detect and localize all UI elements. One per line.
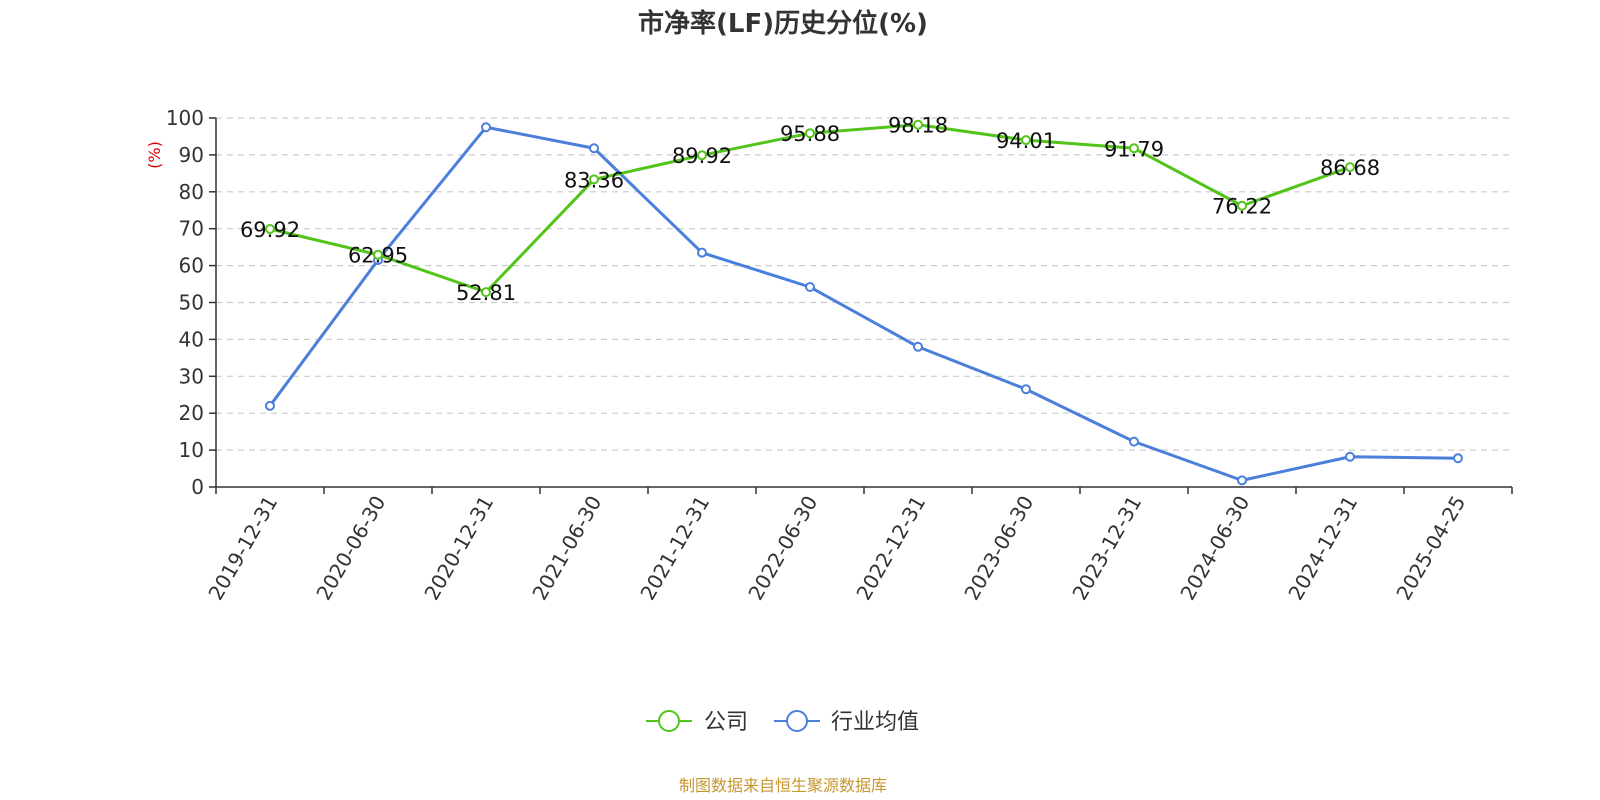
x-tick-label: 2020-06-30	[311, 492, 390, 605]
series-point-1[interactable]	[1345, 451, 1355, 462]
y-axis-unit: (%)	[145, 141, 164, 169]
series-point-0[interactable]	[913, 119, 923, 130]
data-label: 94.01	[996, 129, 1056, 153]
legend-label[interactable]: 公司	[704, 710, 748, 735]
y-tick-label: 10	[179, 438, 204, 462]
series-lines	[265, 119, 1463, 486]
y-tick-label: 80	[179, 180, 204, 204]
series-point-0[interactable]	[697, 150, 707, 161]
legend-label[interactable]: 行业均值	[831, 710, 919, 735]
data-label: 52.81	[456, 281, 516, 305]
x-tick-label: 2024-06-30	[1175, 492, 1254, 605]
data-label: 83.36	[564, 168, 624, 192]
series-point-0[interactable]	[1021, 135, 1031, 146]
legend-swatch-marker[interactable]	[786, 710, 808, 732]
y-tick-label: 100	[166, 106, 204, 130]
series-point-1[interactable]	[1453, 453, 1463, 464]
source-note: 制图数据来自恒生聚源数据库	[679, 776, 887, 795]
x-tick-label: 2020-12-31	[419, 492, 498, 605]
x-tick-label: 2022-06-30	[743, 492, 822, 605]
data-label: 95.88	[780, 122, 840, 146]
series-point-0[interactable]	[589, 174, 599, 185]
chart-title: 市净率(LF)历史分位(%)	[638, 8, 928, 39]
series-point-0[interactable]	[481, 287, 491, 298]
y-tick-label: 50	[179, 291, 204, 315]
data-label: 89.92	[672, 144, 732, 168]
data-label: 76.22	[1212, 195, 1272, 219]
series-point-1[interactable]	[589, 143, 599, 154]
data-label: 69.92	[240, 218, 300, 242]
data-label: 91.79	[1104, 137, 1164, 161]
grid-lines	[216, 117, 1512, 451]
y-tick-label: 30	[179, 364, 204, 388]
legend-swatch-marker[interactable]	[658, 710, 680, 732]
series-point-0[interactable]	[1129, 143, 1139, 154]
x-tick-label: 2019-12-31	[203, 492, 282, 605]
y-tick-label: 20	[179, 401, 204, 425]
y-tick-label: 40	[179, 327, 204, 351]
y-tick-label: 70	[179, 217, 204, 241]
x-tick-label: 2021-12-31	[635, 492, 714, 605]
series-point-1[interactable]	[1021, 384, 1031, 395]
x-tick-label: 2022-12-31	[851, 492, 930, 605]
y-tick-label: 60	[179, 254, 204, 278]
series-line-1	[268, 125, 1459, 482]
x-tick-label: 2021-06-30	[527, 492, 606, 605]
series-point-0[interactable]	[805, 128, 815, 139]
series-point-0[interactable]	[1237, 200, 1247, 211]
data-label: 86.68	[1320, 156, 1380, 180]
series-point-1[interactable]	[265, 400, 275, 411]
series-line-0	[269, 123, 1351, 294]
series-point-1[interactable]	[805, 282, 815, 293]
data-labels: 69.92 62.95 52.81 83.36 89.92 95.88 98.18 94.01…	[240, 114, 1380, 305]
series-point-1[interactable]	[1129, 436, 1139, 447]
y-tick-label: 90	[179, 143, 204, 167]
x-tick-label: 2024-12-31	[1283, 492, 1362, 605]
series-point-1[interactable]	[481, 122, 491, 133]
series-point-0[interactable]	[265, 223, 275, 234]
data-label: 62.95	[348, 244, 408, 268]
legend[interactable]: 公司 行业均值	[646, 710, 919, 735]
series-point-0[interactable]	[373, 249, 383, 260]
x-tick-label: 2025-04-25	[1391, 492, 1470, 605]
series-point-1[interactable]	[697, 247, 707, 258]
x-tick-label: 2023-06-30	[959, 492, 1038, 605]
x-tick-label: 2023-12-31	[1067, 492, 1146, 605]
series-point-1[interactable]	[913, 341, 923, 352]
series-point-1[interactable]	[1237, 475, 1247, 486]
series-point-0[interactable]	[1345, 162, 1355, 173]
data-label: 98.18	[888, 114, 948, 138]
y-tick-label: 0	[191, 475, 204, 499]
